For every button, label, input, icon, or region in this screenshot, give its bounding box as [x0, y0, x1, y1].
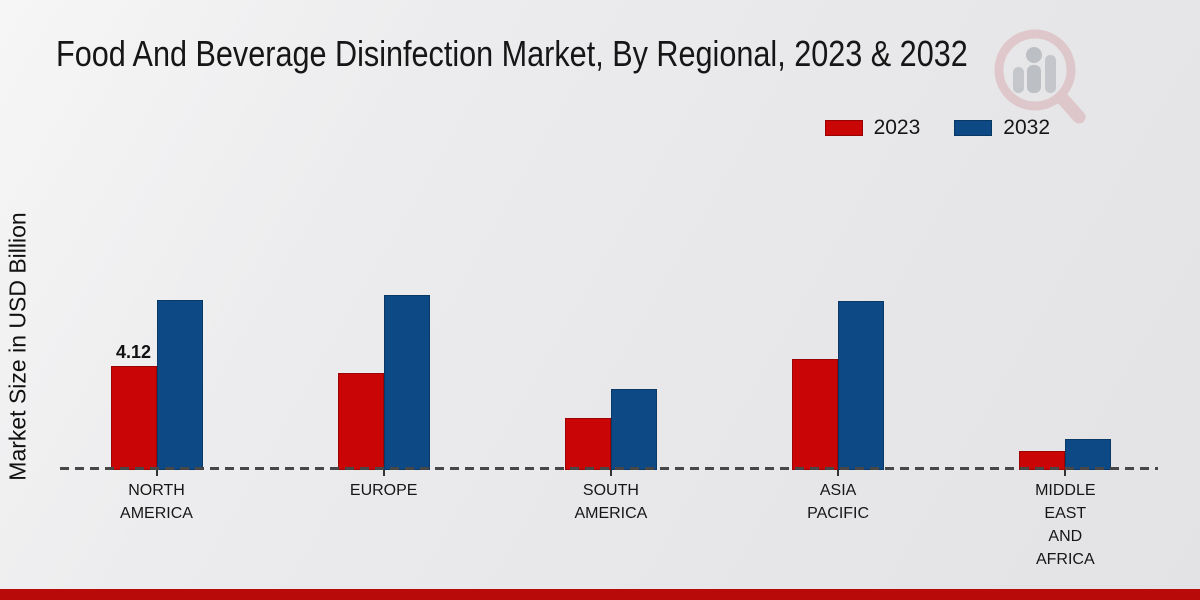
bar-2032-middle-east-and-africa: [1065, 439, 1112, 470]
axis-tick-europe: [382, 470, 385, 476]
axis-tick-asia-pacific: [837, 470, 840, 476]
legend-swatch-2032: [954, 120, 993, 136]
market-research-future-logo-icon: [994, 29, 1086, 124]
bar-2032-north-america: [156, 300, 203, 470]
category-label-north-america: NORTH AMERICA: [120, 482, 193, 522]
bar-2032-south-america: [610, 389, 657, 470]
axis-tick-north-america: [155, 470, 158, 476]
bar-2032-asia-pacific: [838, 301, 885, 470]
x-axis-baseline: [60, 467, 1158, 470]
bar-2023-south-america: [564, 418, 611, 470]
category-label-middle-east-and-africa: MIDDLE EAST AND AFRICA: [1035, 482, 1096, 568]
legend: 2023 2032: [824, 116, 1050, 140]
bar-2023-north-america: [110, 366, 157, 470]
bar-2023-asia-pacific: [792, 359, 839, 470]
legend-swatch-2023: [824, 120, 863, 136]
chart-title: Food And Beverage Disinfection Market, B…: [56, 33, 968, 74]
legend-item-2032: 2032: [954, 116, 1050, 140]
category-label-europe: EUROPE: [349, 482, 418, 499]
category-label-south-america: SOUTH AMERICA: [574, 482, 648, 522]
bar-2032-europe: [383, 295, 430, 470]
bar-2023-europe: [337, 373, 384, 470]
category-label-asia-pacific: ASIA PACIFIC: [807, 482, 870, 522]
legend-label-2023: 2023: [873, 116, 921, 139]
footer-accent-bar: [0, 589, 1200, 600]
axis-tick-south-america: [609, 470, 612, 476]
axis-tick-middle-east-and-africa: [1064, 470, 1067, 476]
legend-item-2023: 2023: [824, 116, 921, 140]
y-axis-label: Market Size in USD Billion: [4, 212, 31, 481]
data-label-2023-north-america: 4.12: [115, 342, 152, 362]
legend-label-2032: 2032: [1003, 116, 1050, 139]
